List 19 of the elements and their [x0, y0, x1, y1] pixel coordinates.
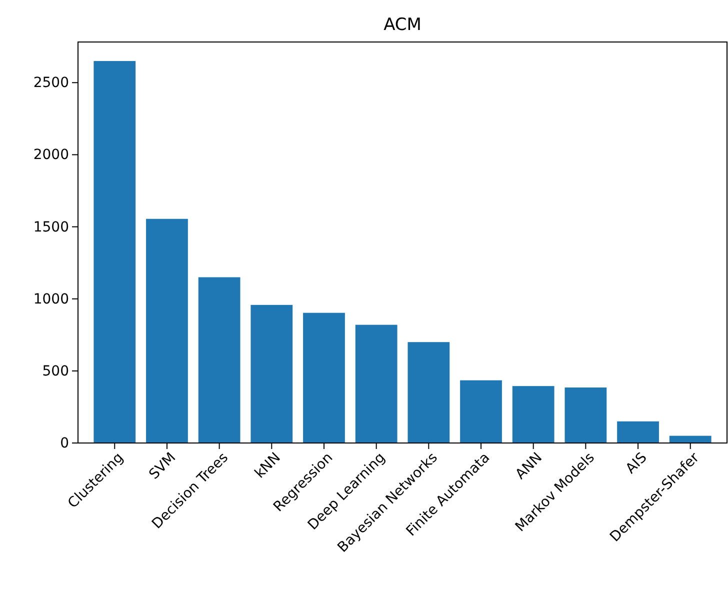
- bar: [669, 436, 712, 443]
- bar: [408, 342, 450, 443]
- bar: [146, 218, 188, 443]
- bar: [617, 421, 659, 443]
- chart-title: ACM: [384, 15, 422, 35]
- y-tick-label: 0: [60, 435, 69, 452]
- y-tick-label: 2500: [33, 75, 69, 92]
- bar: [198, 277, 240, 443]
- bar: [94, 61, 136, 443]
- bar: [564, 388, 607, 443]
- bar: [512, 386, 554, 443]
- bar: [355, 324, 398, 443]
- y-tick-label: 500: [42, 363, 69, 380]
- y-tick-label: 1000: [33, 291, 69, 308]
- y-tick-label: 2000: [33, 147, 69, 164]
- bar: [250, 304, 293, 443]
- y-tick-label: 1500: [33, 219, 69, 236]
- bar: [303, 312, 345, 443]
- bar: [460, 380, 502, 443]
